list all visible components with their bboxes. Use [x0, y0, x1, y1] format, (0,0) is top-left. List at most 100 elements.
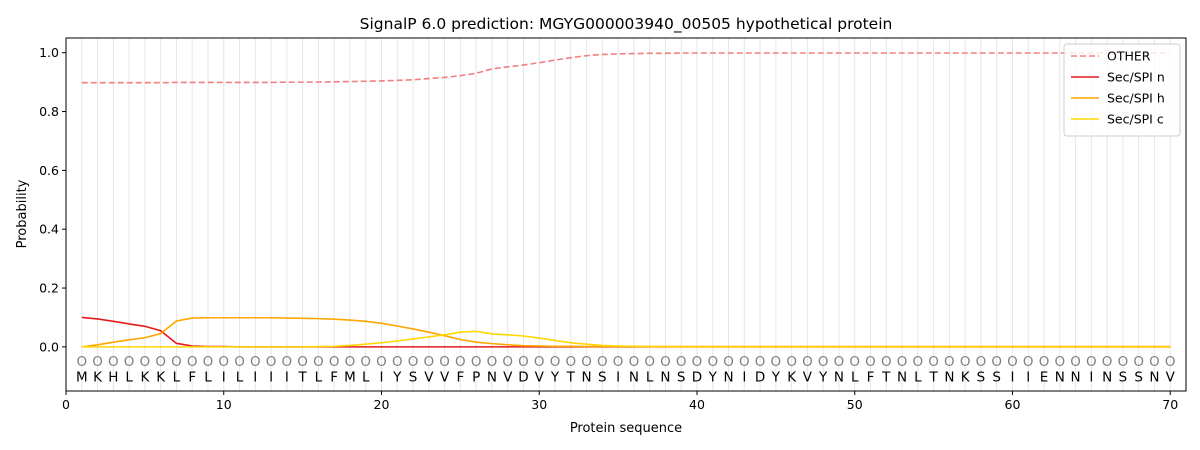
region-marker-33: O	[581, 354, 592, 370]
region-marker-13: O	[266, 354, 277, 370]
region-marker-15: O	[297, 354, 308, 370]
residue-label-29: D	[518, 369, 528, 385]
residue-label-45: Y	[771, 369, 781, 385]
residue-label-26: P	[472, 369, 480, 385]
region-marker-56: O	[944, 354, 955, 370]
region-marker-21: O	[392, 354, 403, 370]
legend-label-2: Sec/SPI n	[1107, 70, 1165, 85]
residue-label-39: S	[677, 369, 686, 385]
region-marker-54: O	[913, 354, 924, 370]
region-marker-41: O	[707, 354, 718, 370]
residue-label-68: S	[1134, 369, 1143, 385]
residue-label-34: S	[598, 369, 607, 385]
residue-label-30: V	[535, 369, 545, 385]
x-tick-label-60: 60	[1005, 397, 1021, 412]
region-marker-11: O	[234, 354, 245, 370]
residue-label-18: M	[344, 369, 356, 385]
region-marker-5: O	[140, 354, 151, 370]
region-marker-23: O	[423, 354, 434, 370]
region-marker-45: O	[771, 354, 782, 370]
residue-label-12: I	[253, 369, 257, 385]
residue-label-44: D	[755, 369, 765, 385]
residue-label-63: N	[1055, 369, 1065, 385]
region-marker-40: O	[692, 354, 703, 370]
residue-label-31: Y	[550, 369, 560, 385]
x-tick-label-50: 50	[847, 397, 863, 412]
region-marker-22: O	[408, 354, 419, 370]
residue-label-14: I	[285, 369, 289, 385]
residue-label-17: F	[330, 369, 338, 385]
region-marker-35: O	[613, 354, 624, 370]
residue-label-21: Y	[392, 369, 402, 385]
residue-label-28: V	[503, 369, 513, 385]
residue-label-67: S	[1119, 369, 1128, 385]
residue-label-2: K	[93, 369, 103, 385]
residue-label-27: N	[487, 369, 497, 385]
residue-label-50: L	[851, 369, 859, 385]
x-tick-label-10: 10	[216, 397, 232, 412]
region-marker-29: O	[518, 354, 529, 370]
residue-label-41: Y	[708, 369, 718, 385]
region-marker-49: O	[834, 354, 845, 370]
residue-label-69: N	[1149, 369, 1159, 385]
region-marker-42: O	[723, 354, 734, 370]
residue-label-1: M	[76, 369, 88, 385]
region-marker-63: O	[1054, 354, 1065, 370]
region-marker-10: O	[218, 354, 229, 370]
residue-label-70: V	[1166, 369, 1176, 385]
residue-label-38: N	[660, 369, 670, 385]
region-marker-66: O	[1102, 354, 1113, 370]
region-marker-65: O	[1086, 354, 1097, 370]
region-marker-12: O	[250, 354, 261, 370]
region-marker-17: O	[329, 354, 340, 370]
residue-label-51: F	[867, 369, 875, 385]
region-marker-58: O	[976, 354, 987, 370]
region-marker-25: O	[455, 354, 466, 370]
region-marker-51: O	[865, 354, 876, 370]
residue-label-32: T	[566, 369, 576, 385]
residue-label-5: K	[140, 369, 150, 385]
residue-label-7: L	[173, 369, 181, 385]
residue-label-54: L	[914, 369, 922, 385]
region-marker-26: O	[471, 354, 482, 370]
region-marker-28: O	[502, 354, 513, 370]
residue-label-33: N	[582, 369, 592, 385]
region-marker-36: O	[629, 354, 640, 370]
y-tick-label-1: 0.2	[39, 281, 59, 296]
region-marker-6: O	[155, 354, 166, 370]
residue-label-58: S	[977, 369, 986, 385]
region-marker-14: O	[282, 354, 293, 370]
residue-label-15: T	[297, 369, 307, 385]
residue-label-60: I	[1010, 369, 1014, 385]
region-marker-47: O	[802, 354, 813, 370]
region-marker-20: O	[376, 354, 387, 370]
region-marker-16: O	[313, 354, 324, 370]
y-tick-label-5: 1.0	[39, 45, 59, 60]
x-tick-label-70: 70	[1162, 397, 1178, 412]
x-tick-label-40: 40	[689, 397, 705, 412]
residue-label-23: V	[424, 369, 434, 385]
residue-label-66: N	[1102, 369, 1112, 385]
residue-label-9: L	[204, 369, 212, 385]
region-marker-48: O	[818, 354, 829, 370]
residue-label-48: Y	[818, 369, 828, 385]
residue-label-52: T	[881, 369, 891, 385]
chart-title: SignalP 6.0 prediction: MGYG000003940_00…	[360, 15, 893, 34]
residue-label-57: K	[961, 369, 971, 385]
legend-label-3: Sec/SPI h	[1107, 91, 1165, 106]
region-marker-24: O	[439, 354, 450, 370]
residue-label-46: K	[787, 369, 797, 385]
residue-label-36: N	[629, 369, 639, 385]
residue-label-16: L	[315, 369, 323, 385]
grid-lines	[81, 38, 1171, 391]
residue-label-49: N	[834, 369, 844, 385]
region-marker-31: O	[550, 354, 561, 370]
region-marker-70: O	[1165, 354, 1176, 370]
residue-label-10: I	[222, 369, 226, 385]
region-marker-69: O	[1149, 354, 1160, 370]
residue-label-24: V	[440, 369, 450, 385]
residue-label-55: T	[928, 369, 938, 385]
residue-label-25: F	[456, 369, 464, 385]
residue-label-43: I	[742, 369, 746, 385]
